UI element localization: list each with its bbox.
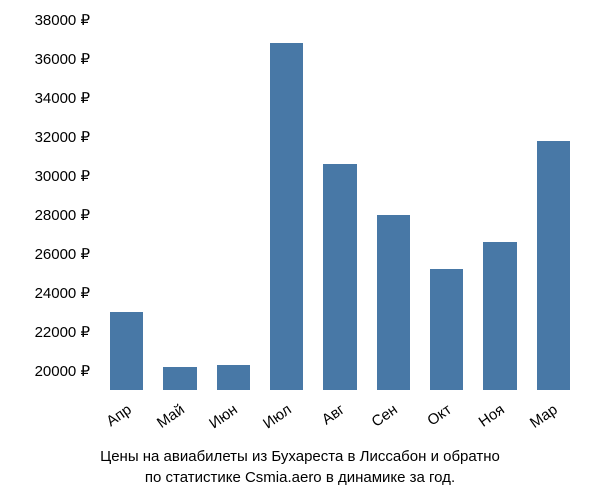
bar: [483, 242, 516, 390]
y-tick-label: 28000 ₽: [35, 206, 90, 224]
price-chart: 20000 ₽ 22000 ₽ 24000 ₽ 26000 ₽ 28000 ₽ 30000…: [0, 0, 600, 500]
bars-group: [100, 20, 580, 390]
y-tick-label: 34000 ₽: [35, 89, 90, 107]
x-tick-label: Сен: [369, 401, 401, 431]
bar: [217, 365, 250, 390]
bar: [270, 43, 303, 390]
y-tick-label: 38000 ₽: [35, 11, 90, 29]
caption-line-2: по статистике Csmia.aero в динамике за г…: [145, 469, 455, 486]
y-tick-label: 26000 ₽: [35, 245, 90, 263]
y-tick-label: 24000 ₽: [35, 284, 90, 302]
x-tick-label: Авг: [319, 401, 348, 428]
y-tick-label: 22000 ₽: [35, 323, 90, 341]
x-tick-label: Июл: [260, 401, 295, 432]
y-tick-label: 32000 ₽: [35, 128, 90, 146]
bar: [537, 141, 570, 390]
bar: [110, 312, 143, 390]
plot-area: [100, 20, 580, 390]
x-tick-label: Май: [154, 401, 188, 432]
y-tick-label: 20000 ₽: [35, 362, 90, 380]
x-axis-labels: Апр Май Июн Июл Авг Сен Окт Ноя Мар: [100, 395, 580, 445]
bar: [163, 367, 196, 390]
bar: [323, 164, 356, 390]
x-tick-label: Апр: [103, 401, 134, 430]
bar: [430, 269, 463, 390]
bar: [377, 215, 410, 390]
chart-caption: Цены на авиабилеты из Бухареста в Лиссаб…: [0, 446, 600, 488]
x-tick-label: Июн: [206, 401, 241, 432]
y-tick-label: 36000 ₽: [35, 50, 90, 68]
x-tick-label: Ноя: [476, 401, 508, 431]
y-axis: 20000 ₽ 22000 ₽ 24000 ₽ 26000 ₽ 28000 ₽ 30000…: [0, 20, 95, 390]
x-tick-label: Окт: [424, 401, 454, 429]
caption-line-1: Цены на авиабилеты из Бухареста в Лиссаб…: [100, 448, 500, 465]
y-tick-label: 30000 ₽: [35, 167, 90, 185]
x-tick-label: Мар: [527, 401, 561, 432]
